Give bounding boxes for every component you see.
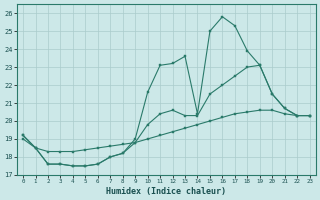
X-axis label: Humidex (Indice chaleur): Humidex (Indice chaleur) [106, 187, 226, 196]
